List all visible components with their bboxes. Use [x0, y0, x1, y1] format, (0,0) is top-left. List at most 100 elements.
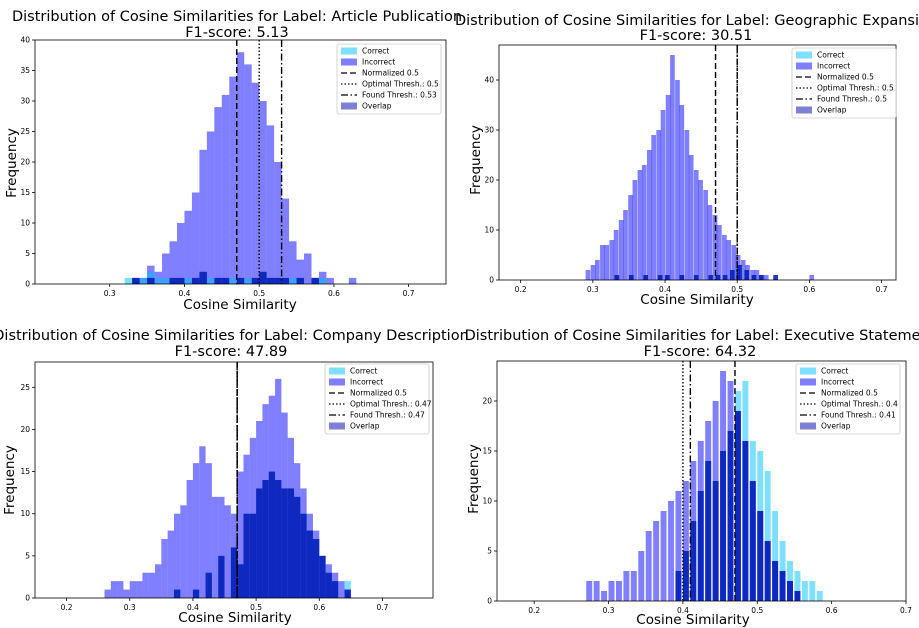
histogram-bar-incorrect: [630, 571, 637, 601]
histogram-bar-overlap: [708, 275, 714, 280]
histogram-bar-incorrect: [585, 270, 591, 280]
legend-label: Normalized 0.5: [350, 389, 407, 398]
x-tick-label: 0.6: [328, 289, 340, 298]
histogram-bar-overlap: [281, 488, 288, 598]
legend-label: Found Thresh.: 0.5: [817, 95, 887, 104]
histogram-bar-correct: [244, 277, 252, 284]
histogram-bar-incorrect: [632, 180, 638, 280]
legend-label: Normalized 0.5: [817, 73, 874, 82]
histogram-bar-overlap: [300, 513, 307, 598]
y-tick-label: 0: [489, 276, 494, 285]
histogram-bar-correct: [289, 277, 297, 284]
histogram-bar-incorrect: [229, 76, 237, 284]
legend-label: Correct: [362, 47, 389, 56]
y-axis-label: Frequency: [2, 445, 18, 515]
histogram-bar-overlap: [173, 589, 181, 598]
y-tick-label: 40: [20, 36, 30, 45]
histogram-bar-correct: [816, 591, 823, 601]
histogram-bar-incorrect: [104, 589, 111, 598]
y-tick-label: 0: [25, 594, 30, 603]
histogram-bar-overlap: [199, 271, 207, 284]
histogram-bar-overlap: [675, 571, 682, 601]
histogram-bar-incorrect: [618, 220, 624, 280]
histogram-bar-incorrect: [142, 572, 149, 598]
histogram-bar-overlap: [176, 277, 185, 284]
histogram-bar-incorrect: [595, 260, 600, 280]
histogram-bar-overlap: [331, 581, 339, 598]
histogram-bar-overlap: [205, 572, 212, 598]
histogram-bar-overlap: [705, 461, 712, 601]
histogram-bar-overlap: [749, 481, 756, 601]
legend-swatch: [329, 378, 345, 386]
y-tick-label: 15: [482, 447, 492, 456]
legend-label: Incorrect: [817, 62, 850, 71]
histogram-bar-incorrect: [688, 155, 694, 280]
legend-label: Overlap: [350, 422, 380, 431]
legend-swatch: [796, 106, 812, 114]
y-axis-label: Frequency: [466, 444, 482, 514]
histogram-bar-correct: [139, 277, 148, 284]
histogram-bar-overlap: [614, 275, 620, 280]
histogram-bar-incorrect: [726, 240, 732, 280]
histogram-bar-overlap: [727, 431, 734, 601]
x-tick-label: 0.7: [900, 606, 912, 615]
legend-label: Correct: [350, 367, 377, 376]
histogram-bar-incorrect: [180, 505, 187, 598]
legend-swatch: [341, 102, 357, 110]
histogram-bar-overlap: [296, 277, 305, 284]
histogram-bar-incorrect: [221, 94, 230, 285]
histogram-bar-incorrect: [623, 210, 628, 280]
y-tick-label: 5: [25, 551, 30, 560]
histogram-bar-overlap: [734, 411, 741, 601]
histogram-bar-overlap: [720, 451, 727, 601]
histogram-bar-overlap: [779, 571, 786, 601]
legend-label: Optimal Thresh.: 0.5: [817, 84, 894, 93]
histogram-bar-overlap: [230, 547, 238, 598]
x-axis-label: Cosine Similarity: [178, 610, 291, 626]
histogram-bar-incorrect: [646, 150, 652, 280]
histogram-bar-overlap: [319, 555, 326, 598]
histogram-bar-overlap: [715, 275, 721, 280]
x-tick-label: 0.7: [876, 285, 888, 294]
chart-subtitle: F1-score: 64.32: [644, 344, 757, 360]
histogram-bar-overlap: [690, 521, 697, 601]
histogram-bar-incorrect: [684, 130, 690, 280]
chart-subtitle: F1-score: 30.51: [640, 28, 753, 44]
histogram-bar-incorrect: [186, 480, 193, 598]
y-tick-label: 5: [25, 249, 30, 258]
histogram-bar-overlap: [722, 275, 728, 280]
histogram-bar-overlap: [729, 270, 735, 280]
histogram-bar-incorrect: [613, 230, 619, 280]
histogram-bar-incorrect: [660, 110, 666, 280]
histogram-bar-overlap: [243, 513, 250, 598]
histogram-bar-overlap: [325, 572, 332, 598]
histogram-bar-incorrect: [628, 195, 633, 280]
histogram-bar-incorrect: [236, 52, 245, 285]
histogram-bar-overlap: [772, 561, 779, 601]
legend-box: [324, 363, 430, 435]
histogram-bar-overlap: [287, 488, 295, 598]
x-tick-label: 0.4: [659, 285, 671, 294]
legend-label: Incorrect: [350, 378, 383, 387]
histogram-bar-overlap: [757, 511, 764, 601]
x-axis-label: Cosine Similarity: [183, 297, 296, 313]
histogram-bar-correct: [184, 277, 192, 284]
histogram-bar-incorrect: [211, 496, 219, 598]
y-tick-label: 10: [20, 219, 30, 228]
legend-label: Optimal Thresh.: 0.4: [821, 400, 898, 409]
histogram-bar-incorrect: [590, 265, 596, 280]
histogram-bar-overlap: [268, 471, 276, 598]
y-axis-label: Frequency: [4, 128, 20, 198]
histogram-bar-incorrect: [162, 253, 170, 284]
x-tick-label: 0.3: [603, 606, 615, 615]
histogram-bar-overlap: [665, 275, 670, 280]
x-axis-label: Cosine Similarity: [636, 612, 749, 628]
histogram-bar-incorrect: [266, 125, 275, 285]
y-tick-label: 40: [484, 76, 494, 85]
histogram-bar-overlap: [192, 589, 200, 598]
y-tick-label: 20: [482, 397, 492, 406]
histogram-bar-overlap: [712, 481, 719, 601]
histogram-bar-incorrect: [259, 101, 267, 284]
x-tick-label: 0.7: [403, 289, 415, 298]
